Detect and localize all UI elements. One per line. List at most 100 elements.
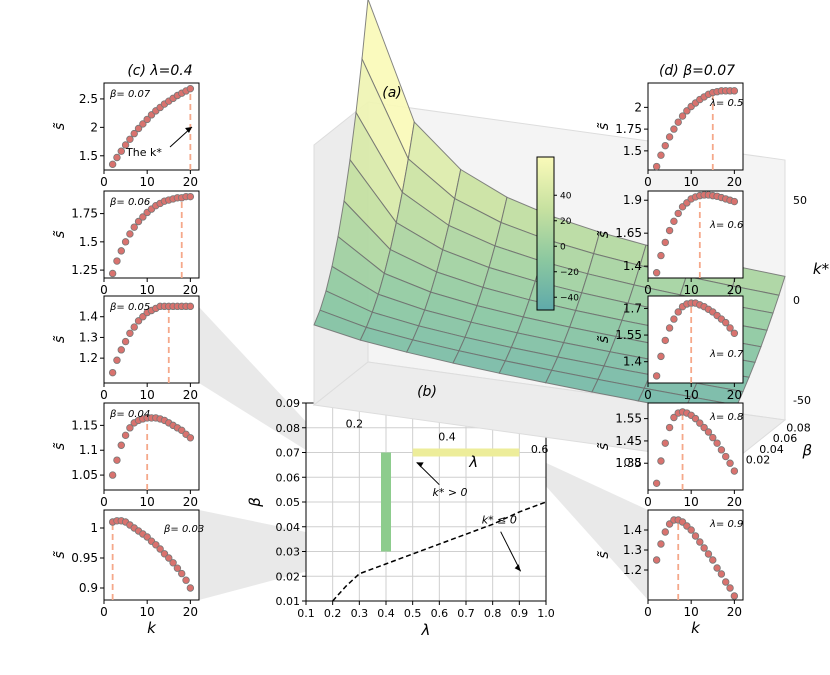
- data-point: [130, 129, 138, 138]
- data-point: [165, 554, 173, 562]
- y-axis-label: s̃: [52, 443, 68, 451]
- x-tick-label: 0: [100, 175, 108, 189]
- y-tick-label: 1.45: [615, 434, 642, 448]
- y-axis-label: s̃: [596, 123, 612, 131]
- kstar-tick-label: 0: [793, 294, 800, 307]
- panel-titles: (c) λ=0.4 (d) β=0.07 (a) (b): [127, 63, 735, 400]
- y-tick-label: 1.2: [79, 351, 98, 365]
- x-tick-label: 0.6: [431, 607, 449, 620]
- y-axis-label: s̃: [52, 336, 68, 344]
- data-point: [691, 414, 700, 423]
- arrow-nonpositive: [500, 531, 522, 572]
- y-axis-label: s̃: [596, 336, 612, 344]
- y-tick-label: 2.5: [79, 92, 98, 106]
- x-tick-label: 20: [727, 388, 742, 402]
- data-point: [661, 238, 669, 247]
- data-point: [722, 318, 730, 327]
- label-kstar-positive: k* > 0: [432, 486, 467, 499]
- y-tick-label: 0.09: [276, 397, 301, 410]
- y-tick-label: 1.15: [71, 418, 98, 432]
- x-tick-label: 0: [644, 495, 652, 509]
- x-tick-label: 0: [100, 605, 108, 619]
- y-tick-label: 1.7: [623, 301, 642, 315]
- data-point: [652, 162, 661, 171]
- data-point: [657, 540, 665, 548]
- y-tick-label: 1.5: [623, 144, 642, 158]
- data-point: [657, 151, 665, 159]
- x-tick-label: 10: [684, 495, 699, 509]
- x-tick-label: 10: [140, 495, 155, 509]
- data-point: [661, 141, 669, 150]
- data-point: [713, 439, 721, 447]
- data-point: [674, 118, 682, 126]
- data-point: [113, 456, 121, 464]
- y-tick-label: 1.5: [79, 235, 98, 249]
- data-point: [717, 570, 726, 578]
- data-point: [665, 133, 674, 141]
- annotation-label: λ= 0.8: [709, 412, 743, 423]
- x-tick-label: 20: [183, 495, 198, 509]
- data-point: [143, 115, 151, 124]
- y-axis-label: s̃: [596, 443, 612, 451]
- y-tick-label: 1.4: [79, 310, 98, 324]
- x-tick-label: 10: [684, 388, 699, 402]
- data-point: [108, 269, 117, 278]
- x-tick-label: 10: [140, 605, 155, 619]
- y-tick-label: 1.3: [623, 543, 642, 557]
- data-point: [665, 324, 674, 332]
- data-point: [674, 209, 682, 218]
- y-tick-label: 1.9: [623, 193, 642, 207]
- x-tick-label: 20: [727, 495, 742, 509]
- data-point: [113, 153, 121, 162]
- data-point: [108, 160, 117, 169]
- y-tick-label: 0.06: [276, 471, 301, 484]
- green-bar: [381, 452, 391, 552]
- panel-b-title: (b): [417, 384, 437, 400]
- y-tick-label: 2: [90, 120, 98, 134]
- panel-d4: 0 10 20 1.35 1.45 1.55 λ= 0.8 s̃: [596, 402, 744, 509]
- x-tick-label: 1.0: [537, 607, 555, 620]
- panel-d-title: (d) β=0.07: [659, 63, 735, 79]
- data-point: [661, 336, 669, 345]
- kstar-tick-label: -50: [793, 394, 811, 407]
- x-tick-label: 20: [183, 175, 198, 189]
- data-point: [722, 578, 730, 586]
- kstar-tick-label: 50: [793, 194, 807, 207]
- data-point: [173, 564, 182, 572]
- y-tick-label: 1.5: [79, 149, 98, 163]
- annotation-label: β= 0.03: [163, 524, 204, 535]
- data-point: [186, 84, 195, 93]
- x-tick-label: 0: [100, 283, 108, 297]
- kstar-arrow-head: [185, 127, 192, 133]
- data-point: [670, 413, 678, 422]
- panel-c2: 0 10 20 1.25 1.5 1.75 β= 0.06 s̃: [52, 190, 200, 297]
- panel-d5: 0 10 20 1.2 1.3 1.4 λ= 0.9 s̃ k: [596, 509, 744, 637]
- data-point: [126, 230, 134, 238]
- data-point: [130, 223, 138, 231]
- data-point: [652, 269, 661, 277]
- y-tick-label: 0.03: [276, 546, 301, 559]
- data-point: [726, 324, 734, 332]
- data-point: [709, 433, 717, 442]
- data-point: [121, 431, 130, 440]
- data-point: [652, 372, 661, 380]
- axes-frame: [103, 509, 200, 601]
- kstar-axis-label: k*: [813, 260, 830, 278]
- data-point: [657, 352, 665, 361]
- beta-tick-label: 0.02: [746, 454, 771, 467]
- data-point: [186, 584, 195, 592]
- data-point: [130, 323, 138, 331]
- data-point: [652, 479, 661, 488]
- yellow-bar: [412, 448, 520, 457]
- data-point: [678, 112, 687, 120]
- y-tick-label: 1.05: [71, 468, 98, 482]
- data-point: [657, 251, 665, 260]
- y-axis-label: s̃: [52, 551, 68, 559]
- data-point: [683, 107, 691, 115]
- x-tick-label: 0: [644, 175, 652, 189]
- data-point: [186, 302, 195, 311]
- y-tick-label: 0.9: [79, 581, 98, 595]
- data-point: [661, 439, 669, 447]
- beta-tick-label: 0.08: [786, 421, 811, 434]
- y-tick-label: 1.35: [615, 456, 642, 470]
